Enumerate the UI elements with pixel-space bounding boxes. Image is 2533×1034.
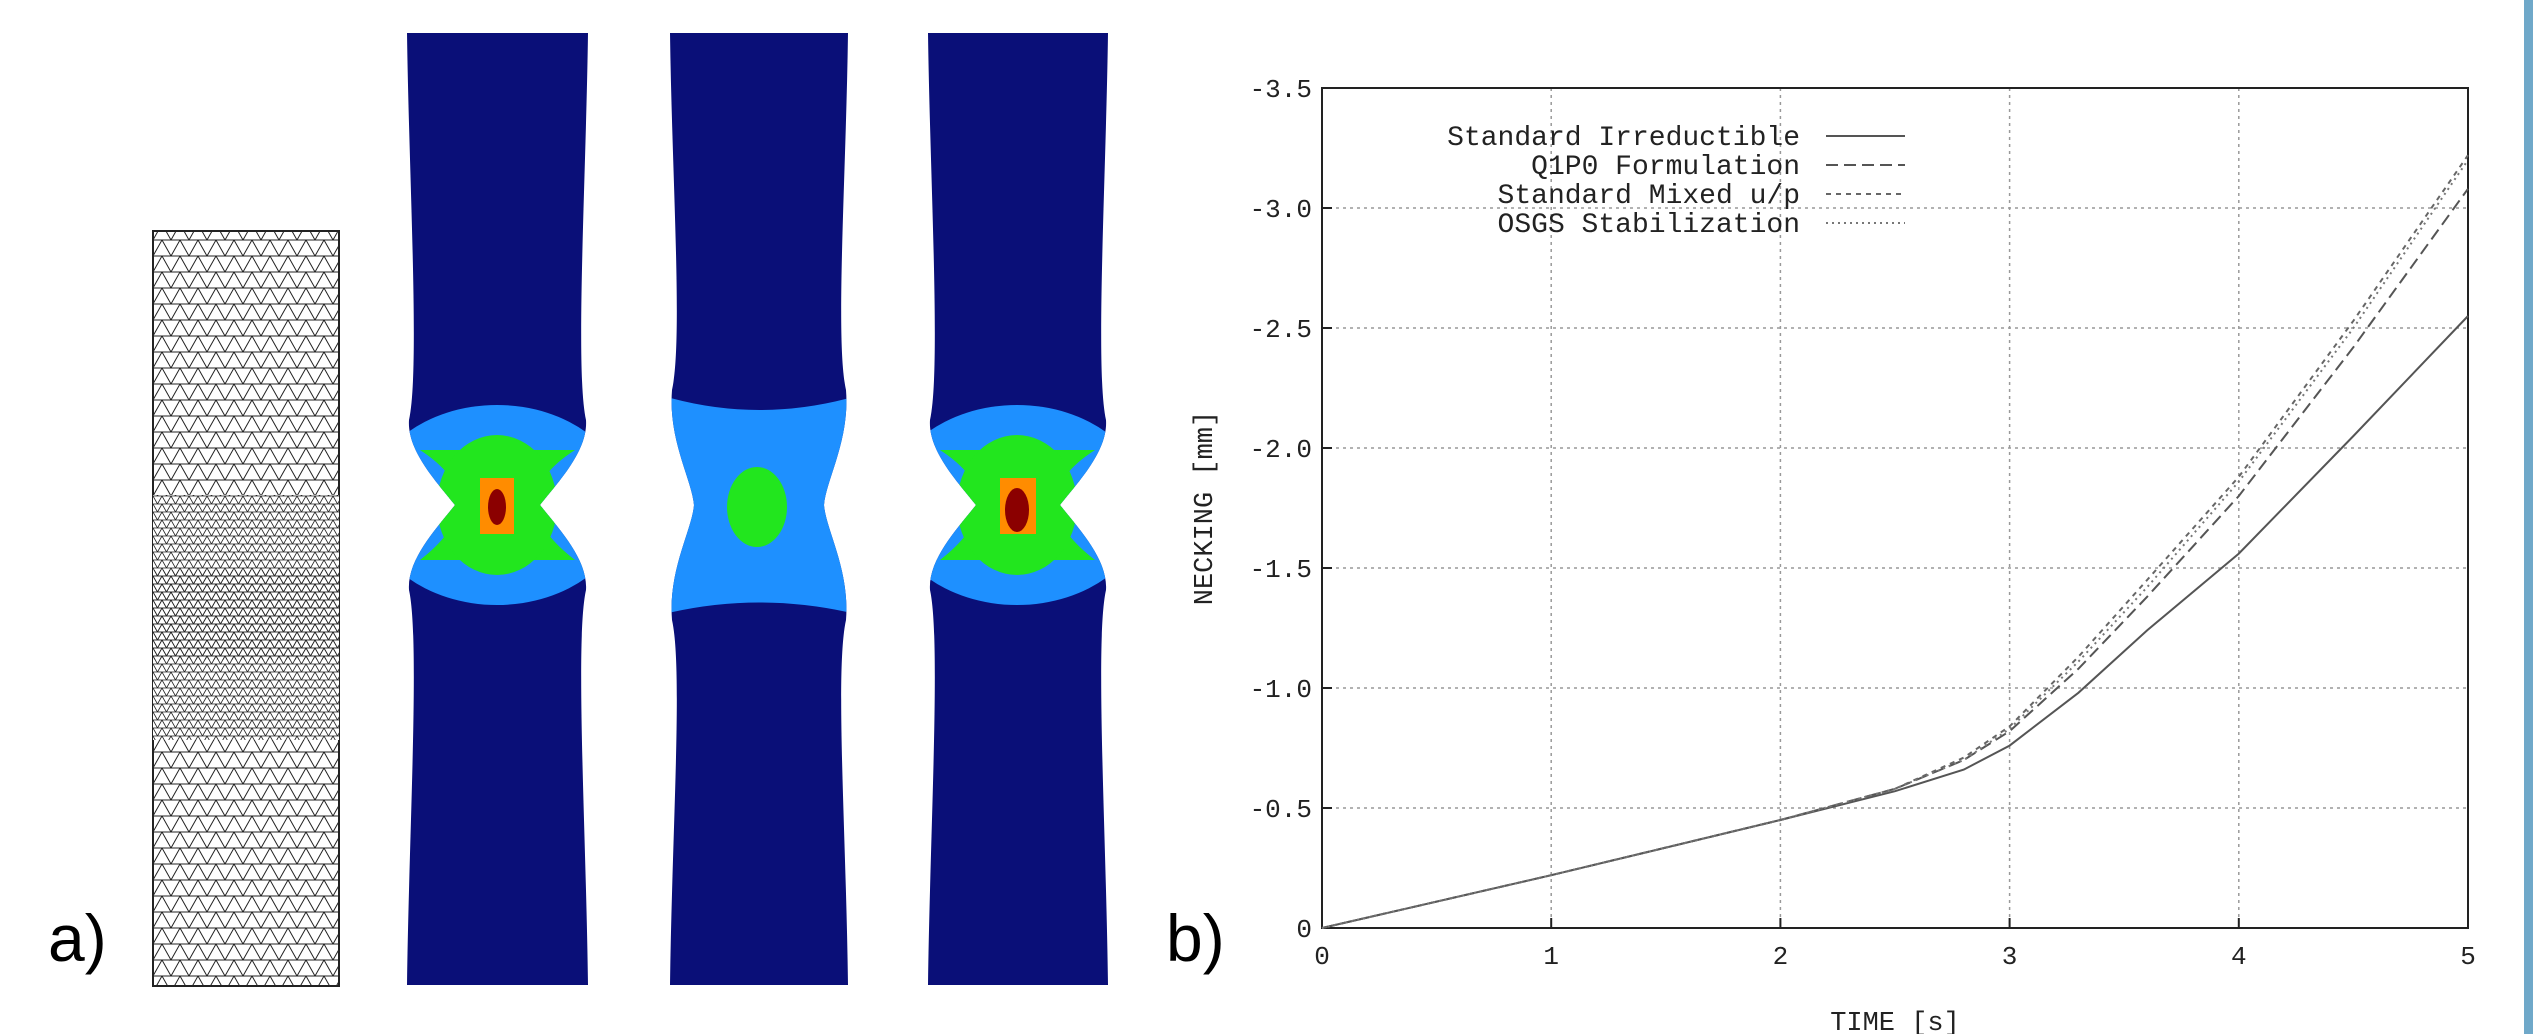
y-axis-label: NECKING [mm] bbox=[1191, 411, 1221, 605]
y-tick-label: -3.0 bbox=[1250, 195, 1312, 225]
panel-b-label: b) bbox=[1166, 901, 1225, 975]
page-edge-bar bbox=[2524, 0, 2533, 1034]
series-line-1 bbox=[1321, 315, 2469, 929]
x-tick-label: 3 bbox=[2002, 942, 2018, 972]
y-tick-label: -2.0 bbox=[1250, 435, 1312, 465]
chart-grid bbox=[1322, 88, 2468, 928]
x-tick-label: 2 bbox=[1773, 942, 1789, 972]
y-tick-label: -1.5 bbox=[1250, 555, 1312, 585]
plot-frame bbox=[1321, 87, 2469, 929]
y-tick-label: 0 bbox=[1296, 915, 1312, 945]
necking-chart: 0 1 2 3 4 5 0 -0.5 -1.0 -1.5 -2.0 -2.5 -3.0 -3.5 Stan… bbox=[1191, 75, 2476, 1034]
legend-label: Standard Mixed u/p bbox=[1498, 181, 1800, 212]
series-line-3 bbox=[1321, 154, 2469, 929]
series-line-4 bbox=[1321, 159, 2469, 929]
deformed-specimen-1 bbox=[407, 33, 588, 985]
chart-ticks: 0 1 2 3 4 5 0 -0.5 -1.0 -1.5 -2.0 -2.5 -3.0 -3.5 bbox=[1250, 75, 2476, 972]
finite-element-mesh bbox=[152, 230, 340, 987]
deformed-specimen-3 bbox=[928, 33, 1108, 985]
x-tick-label: 0 bbox=[1314, 942, 1330, 972]
legend-label: Q1P0 Formulation bbox=[1531, 152, 1800, 183]
panel-a-label: a) bbox=[48, 901, 107, 975]
x-tick-label: 4 bbox=[2231, 942, 2247, 972]
y-tick-label: -1.0 bbox=[1250, 675, 1312, 705]
y-tick-label: -3.5 bbox=[1250, 75, 1312, 105]
legend-label: Standard Irreductible bbox=[1447, 123, 1800, 154]
y-tick-label: -2.5 bbox=[1250, 315, 1312, 345]
x-axis-label: TIME [s] bbox=[1830, 1009, 1960, 1034]
x-tick-label: 5 bbox=[2460, 942, 2476, 972]
series-line-2 bbox=[1321, 188, 2469, 929]
legend-label: OSGS Stabilization bbox=[1498, 210, 1800, 241]
deformed-specimen-2 bbox=[670, 33, 848, 985]
x-tick-label: 1 bbox=[1543, 942, 1559, 972]
y-tick-label: -0.5 bbox=[1250, 795, 1312, 825]
chart-series bbox=[1321, 154, 2469, 929]
